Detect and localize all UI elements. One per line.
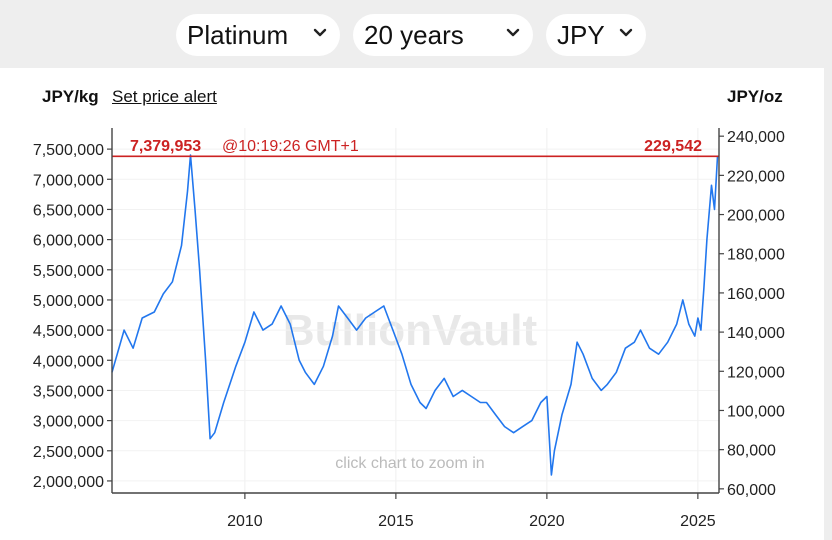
- current-price-oz: 229,542: [644, 138, 702, 155]
- toolbar: Platinum 20 years JPY: [0, 0, 832, 68]
- left-tick-label: 7,500,000: [33, 142, 104, 159]
- left-tick-label: 6,000,000: [33, 233, 104, 250]
- x-tick-label: 2020: [529, 513, 565, 530]
- grid-lines: [112, 128, 719, 493]
- current-price-time: @10:19:26 GMT+1: [222, 138, 359, 155]
- chevron-down-icon: [506, 28, 520, 37]
- chart-panel: [0, 68, 824, 540]
- current-price-kg: 7,379,953: [130, 138, 201, 155]
- metal-select[interactable]: Platinum: [176, 14, 340, 56]
- right-axis-unit: JPY/oz: [727, 87, 783, 106]
- zoom-hint: click chart to zoom in: [335, 455, 484, 472]
- right-tick-label: 120,000: [727, 364, 785, 381]
- right-tick-label: 240,000: [727, 129, 785, 146]
- right-tick-label: 80,000: [727, 443, 776, 460]
- tick-labels: 2,000,000 2,500,000 3,000,000 3,500,000 4,00…: [33, 129, 785, 530]
- set-price-alert-link[interactable]: Set price alert: [112, 87, 217, 106]
- right-tick-label: 100,000: [727, 403, 785, 420]
- right-tick-label: 180,000: [727, 247, 785, 264]
- right-tick-label: 200,000: [727, 208, 785, 225]
- series-line: [111, 154, 719, 476]
- left-tick-label: 4,500,000: [33, 323, 104, 340]
- right-tick-label: 140,000: [727, 325, 785, 342]
- left-tick-label: 3,500,000: [33, 383, 104, 400]
- left-tick-label: 2,000,000: [33, 474, 104, 491]
- left-tick-label: 3,000,000: [33, 414, 104, 431]
- chevron-down-icon: [619, 28, 633, 37]
- left-tick-label: 5,000,000: [33, 293, 104, 310]
- currency-select[interactable]: JPY: [546, 14, 646, 56]
- left-tick-label: 6,500,000: [33, 202, 104, 219]
- x-tick-label: 2010: [227, 513, 263, 530]
- right-tick-label: 160,000: [727, 286, 785, 303]
- x-tick-label: 2015: [378, 513, 414, 530]
- left-tick-label: 5,500,000: [33, 263, 104, 280]
- x-tick-label: 2025: [680, 513, 716, 530]
- left-axis-unit: JPY/kg: [42, 87, 99, 106]
- chevron-down-icon: [313, 28, 327, 37]
- period-select[interactable]: 20 years: [353, 14, 533, 56]
- right-tick-label: 220,000: [727, 168, 785, 185]
- right-tick-label: 60,000: [727, 482, 776, 499]
- currency-select-value: JPY: [557, 19, 605, 50]
- left-tick-label: 4,000,000: [33, 353, 104, 370]
- metal-select-value: Platinum: [187, 19, 289, 50]
- left-tick-label: 2,500,000: [33, 444, 104, 461]
- period-select-value: 20 years: [364, 19, 464, 50]
- left-tick-label: 7,000,000: [33, 172, 104, 189]
- axes: [107, 128, 724, 499]
